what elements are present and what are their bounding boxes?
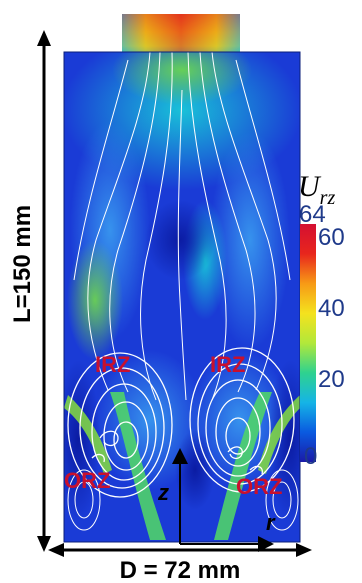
streamlines — [73, 52, 291, 401]
colorbar: Urz 64 60 40 20 0 — [298, 170, 345, 470]
diameter-label: D = 72 mm — [120, 557, 241, 583]
exhaust-nozzle — [122, 14, 240, 54]
colorbar-tick-40: 40 — [318, 295, 345, 322]
colorbar-tick-60: 60 — [318, 224, 345, 251]
orz-left-label: ORZ — [64, 468, 110, 493]
irz-right-label: IRZ — [210, 352, 245, 377]
colorbar-title: Urz — [298, 170, 335, 209]
z-axis-label: z — [157, 480, 169, 505]
outer-recirculation-contours — [67, 469, 299, 531]
recirculation-contours-right — [189, 347, 295, 493]
colorbar-max-label: 64 — [299, 201, 326, 228]
length-label: L=150 mm — [9, 205, 36, 323]
velocity-field — [64, 52, 300, 542]
colorbar-tick-20: 20 — [318, 366, 345, 393]
colorbar-gradient — [300, 224, 316, 462]
coordinate-axes: z r — [157, 448, 276, 552]
diameter-dimension: D = 72 mm — [48, 543, 312, 583]
recirculation-contours-left — [67, 352, 173, 498]
r-axis-label: r — [266, 510, 276, 535]
irz-left-label: IRZ — [95, 352, 130, 377]
colorbar-tick-0: 0 — [304, 443, 317, 470]
orz-right-label: ORZ — [236, 474, 282, 499]
length-dimension: L=150 mm — [9, 30, 51, 552]
